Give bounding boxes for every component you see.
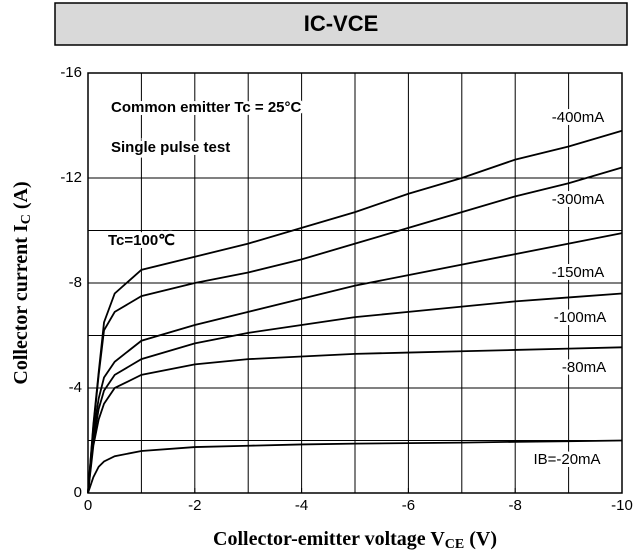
labels: 0 -2 -4 -6 -8 -10 -16 -12 -8 -4 0 -400mA -300mA -150m… xyxy=(60,64,633,514)
annotation: Common emitter Tc = 25°C xyxy=(111,99,302,116)
curves xyxy=(87,129,623,494)
series-label: -300mA xyxy=(552,191,605,208)
annotation: Tc=100℃ xyxy=(108,232,175,249)
plot-frame xyxy=(87,72,623,494)
y-tick-label: 0 xyxy=(74,484,82,501)
curve xyxy=(87,439,623,494)
y-tick-label: -12 xyxy=(60,169,82,186)
title-box xyxy=(54,2,628,46)
series-label: -80mA xyxy=(562,359,606,376)
series-label: -150mA xyxy=(552,264,605,281)
x-tick-label: -10 xyxy=(611,497,633,514)
chart-title: IC-VCE xyxy=(304,11,379,36)
y-tick-label: -8 xyxy=(69,274,82,291)
x-tick-label: 0 xyxy=(84,497,92,514)
grid xyxy=(87,72,623,494)
y-tick-label: -16 xyxy=(60,64,82,81)
annotation: Single pulse test xyxy=(111,139,230,156)
curve xyxy=(87,292,623,494)
y-tick-label: -4 xyxy=(69,379,82,396)
series-label: -100mA xyxy=(554,309,607,326)
x-tick-label: -6 xyxy=(402,497,415,514)
x-tick-label: -4 xyxy=(295,497,308,514)
series-label: -400mA xyxy=(552,109,605,126)
curve xyxy=(87,166,623,494)
curve xyxy=(87,232,623,494)
series-label: IB=-20mA xyxy=(533,451,600,468)
y-axis-label: Collector current IC (A) xyxy=(10,181,35,384)
curve xyxy=(87,346,623,494)
x-tick-label: -8 xyxy=(509,497,522,514)
x-tick-label: -2 xyxy=(188,497,201,514)
x-axis-label: Collector-emitter voltage VCE (V) xyxy=(213,528,497,553)
